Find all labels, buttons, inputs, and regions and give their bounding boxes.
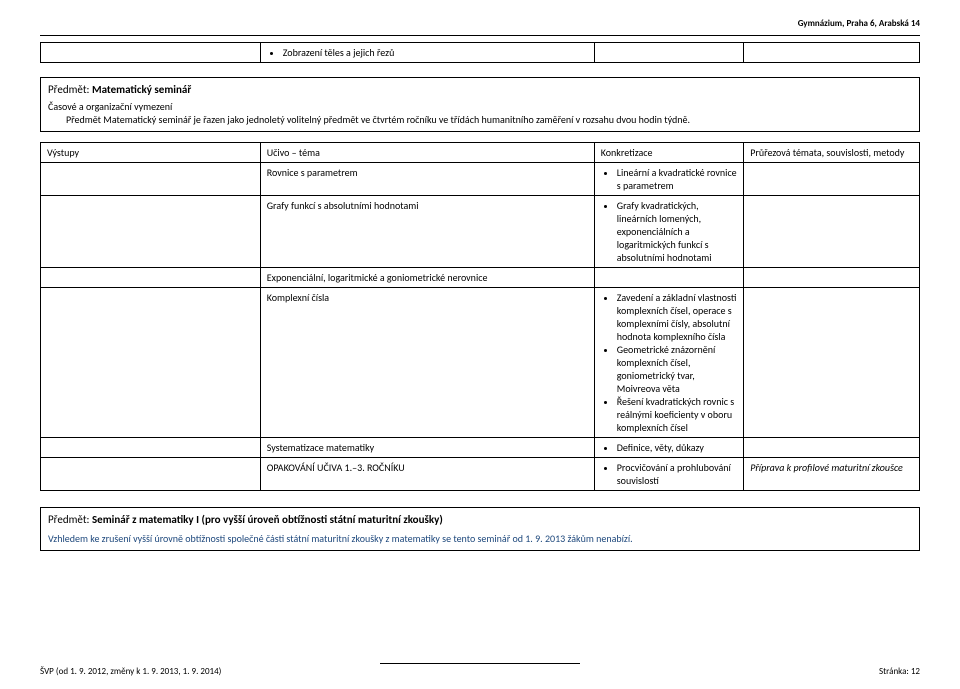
footer-rule — [380, 663, 580, 664]
cell-c1 — [41, 196, 261, 268]
intro-box-seminar: Předmět: Matematický seminář Časové a or… — [40, 77, 920, 132]
page-header-school: Gymnázium, Praha 6, Arabská 14 — [40, 18, 920, 29]
cell-c3: Lineární a kvadratické rovnice s paramet… — [594, 163, 743, 196]
footer-left: ŠVP (od 1. 9. 2012, změny k 1. 9. 2013, … — [40, 666, 221, 677]
th-prurezova: Průřezová témata, souvislosti, metody — [744, 143, 920, 163]
bullet: Grafy kvadratických, lineárních lomených… — [617, 199, 737, 264]
cell-c2: Exponenciální, logaritmické a goniometri… — [260, 268, 594, 288]
table-row: Rovnice s parametrem Lineární a kvadrati… — [41, 163, 920, 196]
top-row-c3 — [594, 43, 743, 63]
cell-c3: Procvičování a prohlubování souvislostí — [594, 458, 743, 491]
bullet: Řešení kvadratických rovnic s reálnými k… — [617, 395, 737, 434]
bullet: Geometrické znázornění komplexních čísel… — [617, 343, 737, 395]
table-row: Exponenciální, logaritmické a goniometri… — [41, 268, 920, 288]
table-row: Komplexní čísla Zavedení a základní vlas… — [41, 288, 920, 438]
intro1-desc: Předmět Matematický seminář je řazen jak… — [48, 113, 912, 126]
bullet: Zavedení a základní vlastnosti komplexní… — [617, 291, 737, 343]
table-row: OPAKOVÁNÍ UČIVA 1.–3. ROČNÍKU Procvičová… — [41, 458, 920, 491]
cell-c4 — [744, 438, 920, 458]
cell-c2: Systematizace matematiky — [260, 438, 594, 458]
curriculum-table: Výstupy Učivo – téma Konkretizace Průřez… — [40, 142, 920, 491]
cell-c1 — [41, 288, 261, 438]
intro2-subject: Seminář z matematiky I (pro vyšší úroveň… — [92, 513, 443, 526]
cell-c2: Grafy funkcí s absolutními hodnotami — [260, 196, 594, 268]
intro2-label: Předmět: — [48, 513, 89, 526]
bullet: Procvičování a prohlubování souvislostí — [617, 461, 737, 487]
table-row: Grafy funkcí s absolutními hodnotami Gra… — [41, 196, 920, 268]
top-row-c2: Zobrazení těles a jejich řezů — [260, 43, 594, 63]
cell-c1 — [41, 268, 261, 288]
intro2-desc: Vzhledem ke zrušení vyšší úrovně obtížno… — [48, 532, 912, 545]
cell-c4: Příprava k profilové maturitní zkoušce — [744, 458, 920, 491]
top-row-bullet: Zobrazení těles a jejich řezů — [283, 46, 588, 59]
cell-c4 — [744, 268, 920, 288]
th-konkretizace: Konkretizace — [594, 143, 743, 163]
cell-c4 — [744, 288, 920, 438]
th-ucivo: Učivo – téma — [260, 143, 594, 163]
table-row: Systematizace matematiky Definice, věty,… — [41, 438, 920, 458]
th-vystupy: Výstupy — [41, 143, 261, 163]
cell-c2: OPAKOVÁNÍ UČIVA 1.–3. ROČNÍKU — [260, 458, 594, 491]
top-fragment-table: Zobrazení těles a jejich řezů — [40, 42, 920, 63]
intro1-sublabel: Časové a organizační vymezení — [48, 100, 912, 113]
table-header-row: Výstupy Učivo – téma Konkretizace Průřez… — [41, 143, 920, 163]
top-row-c1 — [41, 43, 261, 63]
page-footer: ŠVP (od 1. 9. 2012, změny k 1. 9. 2013, … — [40, 658, 920, 677]
intro1-label: Předmět: — [48, 83, 89, 96]
bullet: Definice, věty, důkazy — [617, 441, 737, 454]
cell-c3 — [594, 268, 743, 288]
cell-c1 — [41, 438, 261, 458]
cell-c3: Grafy kvadratických, lineárních lomených… — [594, 196, 743, 268]
cell-c2: Komplexní čísla — [260, 288, 594, 438]
cell-c3: Definice, věty, důkazy — [594, 438, 743, 458]
cell-c1 — [41, 458, 261, 491]
top-row-c4 — [744, 43, 920, 63]
intro-box-seminar2: Předmět: Seminář z matematiky I (pro vyš… — [40, 507, 920, 551]
cell-c1 — [41, 163, 261, 196]
cell-c4 — [744, 196, 920, 268]
cell-c4 — [744, 163, 920, 196]
footer-right: Stránka: 12 — [879, 666, 920, 677]
bullet: Lineární a kvadratické rovnice s paramet… — [617, 166, 737, 192]
intro1-subject: Matematický seminář — [92, 83, 191, 96]
header-rule — [40, 35, 920, 36]
cell-c3: Zavedení a základní vlastnosti komplexní… — [594, 288, 743, 438]
cell-c2: Rovnice s parametrem — [260, 163, 594, 196]
